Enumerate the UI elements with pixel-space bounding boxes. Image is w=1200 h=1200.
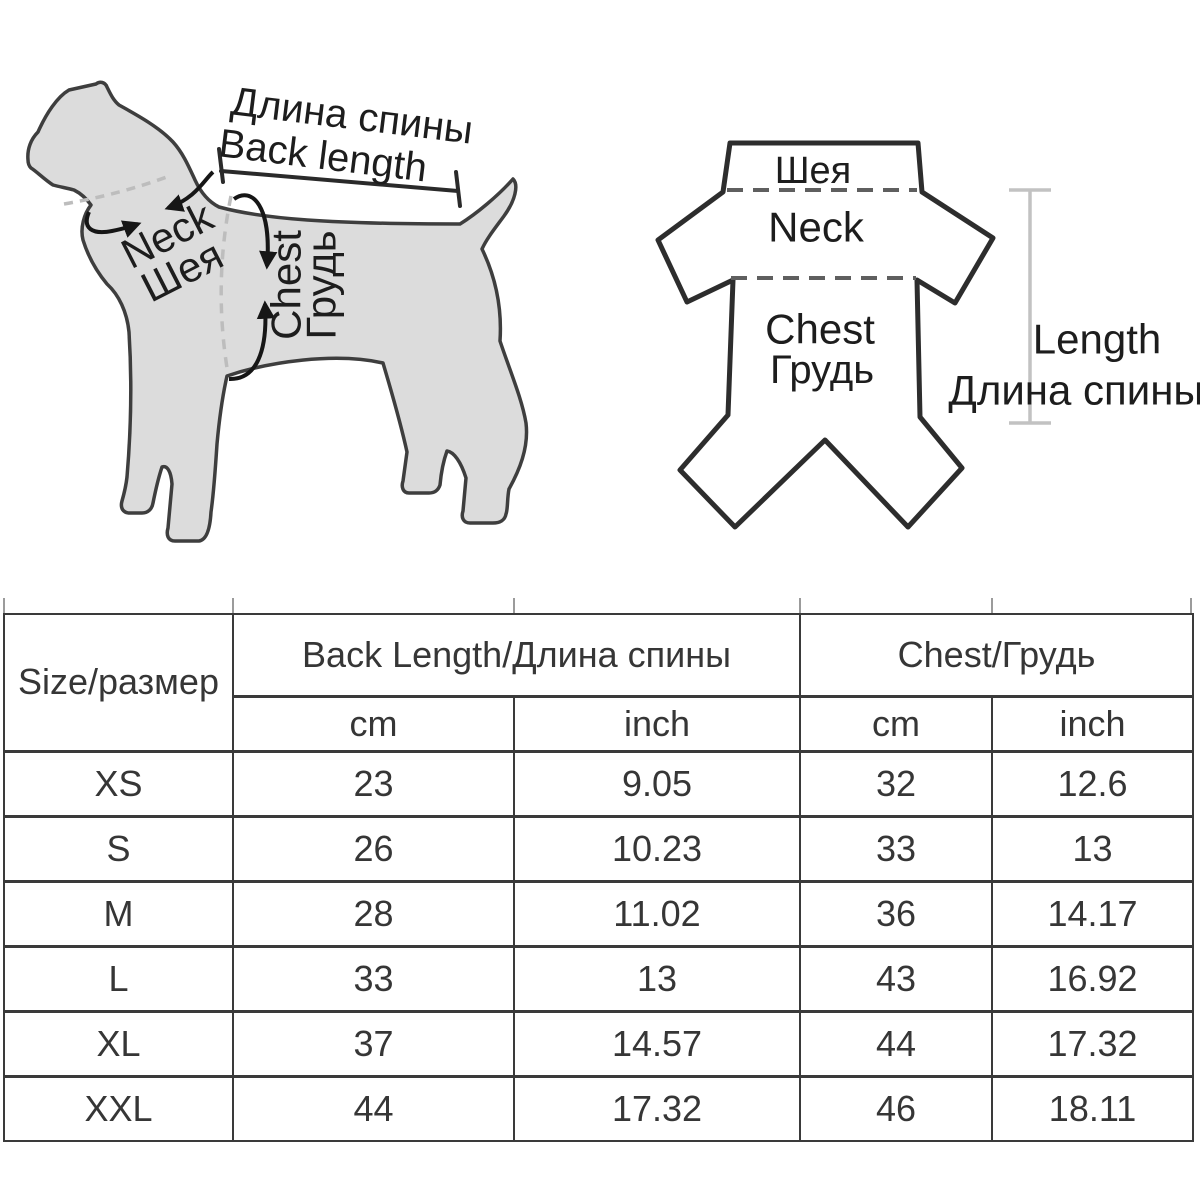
back-cm-value: 37	[232, 1009, 515, 1077]
size-label: XL	[3, 1009, 234, 1077]
neck-arrow-upper	[164, 170, 215, 212]
table-row-s: S 26 10.23 33 13	[3, 814, 1195, 882]
table-group-header-row: Size/размер Back Length/Длина спины Ches…	[3, 613, 1195, 752]
garment-chest-label-ru: Грудь	[770, 348, 874, 392]
table-units-row: cm inch cm inch	[4, 694, 1195, 752]
back-inch-header: inch	[513, 694, 801, 752]
table-row-xs: XS 23 9.05 32 12.6	[3, 749, 1195, 817]
size-label: XXL	[3, 1074, 234, 1142]
chest-inch-value: 16.92	[990, 944, 1195, 1012]
back-length-group-header: Back Length/Длина спины	[232, 613, 801, 697]
chest-inch-value: 12.6	[990, 749, 1195, 817]
table-row-l: L 33 13 43 16.92	[3, 944, 1195, 1012]
size-table: Size/размер Back Length/Длина спины Ches…	[3, 613, 1195, 1142]
chest-group-header: Chest/Грудь	[798, 613, 1195, 697]
chest-arrow-up	[228, 300, 276, 382]
chest-cm-header: cm	[799, 694, 993, 752]
size-label: XS	[3, 749, 234, 817]
back-length-measure-line	[217, 147, 462, 208]
grid-stub	[232, 598, 234, 613]
chest-inch-value: 17.32	[990, 1009, 1195, 1077]
dog-silhouette	[26, 80, 529, 543]
chest-cm-value: 46	[799, 1074, 993, 1142]
chest-cm-value: 32	[799, 749, 993, 817]
chest-girth-dashed-line	[219, 195, 233, 375]
size-column-header: Size/размер	[3, 613, 234, 752]
chest-inch-value: 14.17	[990, 879, 1195, 947]
back-inch-value: 13	[513, 944, 801, 1012]
chest-inch-value: 18.11	[990, 1074, 1195, 1142]
chest-label-ru: Грудь	[298, 230, 345, 339]
back-cm-header: cm	[232, 694, 515, 752]
neck-girth-dashed-line	[63, 173, 173, 206]
garment-neck-label-ru: Шея	[775, 150, 852, 192]
dog-measurement-diagram: Длина спины Back length Neck Шея Chest Г…	[26, 79, 529, 543]
back-cm-value: 23	[232, 749, 515, 817]
garment-neck-label-en: Neck	[768, 204, 865, 251]
back-inch-value: 17.32	[513, 1074, 801, 1142]
grid-stub	[1190, 598, 1192, 613]
neck-arrow-lower	[84, 211, 142, 238]
back-cm-value: 28	[232, 879, 515, 947]
back-inch-value: 14.57	[513, 1009, 801, 1077]
length-measure-line	[1009, 188, 1051, 425]
garment-chest-label-en: Chest	[765, 306, 875, 353]
garment-diagram: Шея Neck Chest Грудь Length Длина спины	[655, 140, 1200, 530]
back-inch-value: 10.23	[513, 814, 801, 882]
size-label: M	[3, 879, 234, 947]
chest-inch-value: 13	[990, 814, 1195, 882]
chest-cm-value: 36	[799, 879, 993, 947]
table-row-xl: XL 37 14.57 44 17.32	[3, 1009, 1195, 1077]
back-inch-value: 11.02	[513, 879, 801, 947]
back-cm-value: 44	[232, 1074, 515, 1142]
chest-cm-value: 44	[799, 1009, 993, 1077]
grid-stub	[991, 598, 993, 613]
back-cm-value: 33	[232, 944, 515, 1012]
back-cm-value: 26	[232, 814, 515, 882]
size-label: L	[3, 944, 234, 1012]
chest-label-en: Chest	[263, 230, 310, 340]
table-row-m: M 28 11.02 36 14.17	[3, 879, 1195, 947]
garment-length-label-ru: Длина спины	[948, 367, 1200, 414]
chest-cm-value: 33	[799, 814, 993, 882]
back-inch-value: 9.05	[513, 749, 801, 817]
table-row-xxl: XXL 44 17.32 46 18.11	[3, 1074, 1195, 1142]
grid-stub	[799, 598, 801, 613]
chest-inch-header: inch	[990, 694, 1195, 752]
garment-outline	[655, 140, 996, 530]
garment-length-label-en: Length	[1033, 316, 1161, 363]
chest-cm-value: 43	[799, 944, 993, 1012]
chest-arrow-down	[232, 193, 278, 270]
grid-stub	[513, 598, 515, 613]
size-label: S	[3, 814, 234, 882]
grid-stub	[3, 598, 5, 613]
